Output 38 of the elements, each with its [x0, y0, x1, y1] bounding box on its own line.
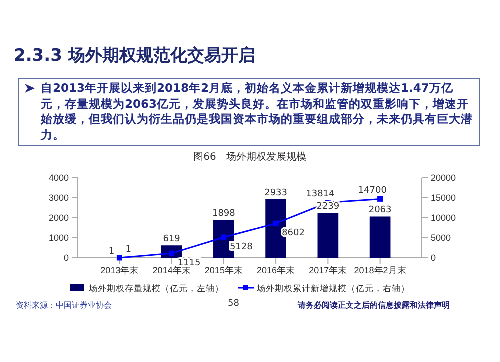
x-tick-label: 2017年末 [309, 265, 348, 276]
text: 资料来源：中国证券业协会 [16, 300, 112, 311]
x-tick-label: 2013年末 [100, 265, 139, 276]
point [221, 234, 227, 240]
y-tick-label: 4000 [48, 172, 69, 183]
chart-title: 图66 场外期权发展规模 [194, 151, 306, 163]
y2-tick-label: 20000 [431, 172, 456, 183]
y2-tick-label: 5000 [431, 232, 452, 243]
point [116, 255, 122, 261]
y2-tick-label: 10000 [431, 212, 456, 223]
legend-label: 场外期权存量规模（亿元，左轴） [88, 284, 224, 294]
x-tick-label: 2016年末 [257, 265, 296, 276]
y-tick-label: 0 [64, 252, 69, 263]
x-tick-label: 2018年2月末 [354, 265, 406, 276]
data-label: 619 [163, 234, 181, 245]
text: 2.3.3 场外期权规范化交易开启 [14, 45, 256, 67]
data-label: 1 [126, 244, 132, 255]
legend-label: 场外期权累计新增规模（亿元，右轴） [256, 284, 410, 294]
data-label: 2063 [368, 206, 392, 216]
point [273, 220, 279, 226]
data-label: 1 [108, 246, 115, 257]
data-label: 13814 [306, 190, 336, 200]
bar [370, 216, 391, 258]
text: 自2013年开展以来到2018年2月底，初始名义本金累计新增规模达1.47万亿元，存量规模为2063亿元，发展势头良好。在市场和监管的双重影响下，增速开始放缓，但我们认为衍生品仍是我国资本市场的重要组成部分，未来仍具有巨大潜力。 [41, 81, 473, 142]
y-tick-label: 1000 [48, 232, 69, 243]
y-tick-label: 2000 [48, 212, 69, 223]
bar [318, 213, 339, 258]
y2-tick-label: 0 [431, 252, 436, 263]
data-label: 2933 [264, 188, 288, 198]
data-label: 2239 [316, 202, 340, 212]
data-label: 14700 [358, 186, 388, 196]
y2-tick-label: 15000 [431, 192, 456, 203]
data-label: 1898 [212, 209, 236, 220]
text: 请务必阅读正文之后的信息披露和法律声明 [298, 300, 450, 311]
point [378, 196, 384, 202]
y-tick-label: 3000 [48, 192, 69, 203]
text: 58 [228, 299, 240, 309]
x-tick-label: 2015年末 [204, 265, 243, 276]
